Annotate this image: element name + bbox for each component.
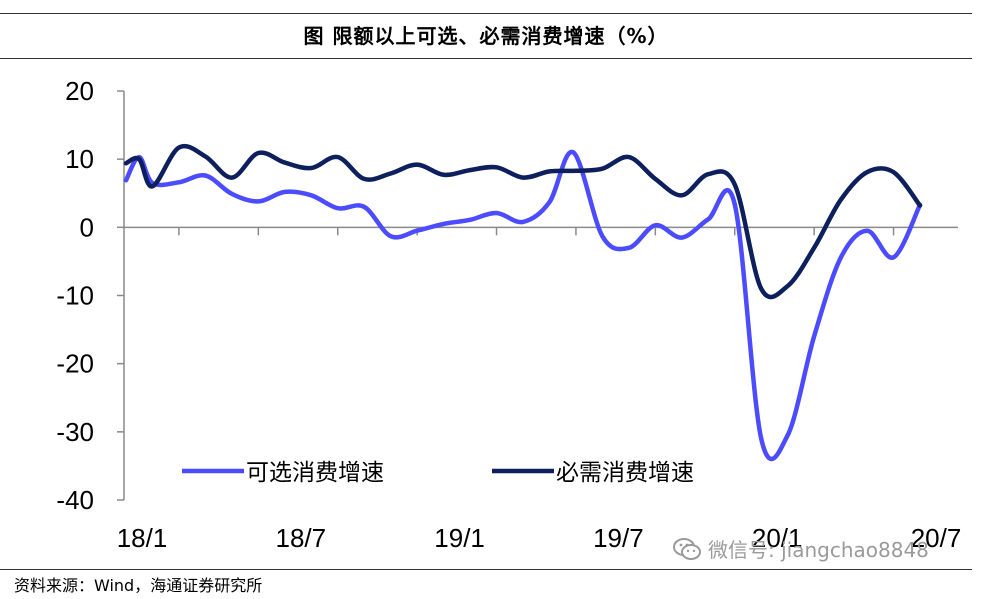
title-rule [0, 58, 972, 59]
y-tick-label: -40 [56, 485, 94, 515]
legend-label-0: 可选消费增速 [246, 460, 384, 486]
x-tick-label: 20/7 [911, 523, 962, 553]
x-tick-label: 19/1 [434, 523, 485, 553]
x-tick-label: 18/1 [117, 523, 168, 553]
wechat-watermark: 微信号: jiangchao8848 [672, 534, 929, 563]
x-tick-label: 19/7 [593, 523, 644, 553]
bottom-rule [0, 569, 972, 570]
series-layer [123, 143, 923, 462]
y-tick-label: -10 [56, 281, 94, 311]
y-tick-label: -20 [56, 349, 94, 379]
y-tick-label: 10 [65, 144, 94, 174]
axes-layer: 20 10 0 -10 -20 -30 -40 18/1 18/7 19/1 19/7 20/1 20/… [56, 76, 961, 553]
series-line-1 [123, 143, 923, 300]
chart-title: 图 限额以上可选、必需消费增速（%） [303, 24, 669, 48]
watermark-text: 微信号: jiangchao8848 [708, 538, 929, 562]
top-rule [0, 13, 972, 14]
wechat-icon [673, 537, 701, 560]
x-tick-label: 18/7 [275, 523, 326, 553]
y-tick-label: 0 [80, 212, 94, 242]
series-line-0 [123, 149, 923, 462]
x-tick-label: 20/1 [752, 523, 803, 553]
legend: 可选消费增速 必需消费增速 [182, 460, 694, 486]
y-tick-label: 20 [65, 76, 94, 106]
source-note: 资料来源：Wind，海通证券研究所 [14, 576, 263, 595]
line-chart: 20 10 0 -10 -20 -30 -40 18/1 18/7 19/1 19/7 20/1 20/… [56, 76, 961, 553]
y-tick-label: -30 [56, 417, 94, 447]
legend-label-1: 必需消费增速 [556, 460, 694, 486]
